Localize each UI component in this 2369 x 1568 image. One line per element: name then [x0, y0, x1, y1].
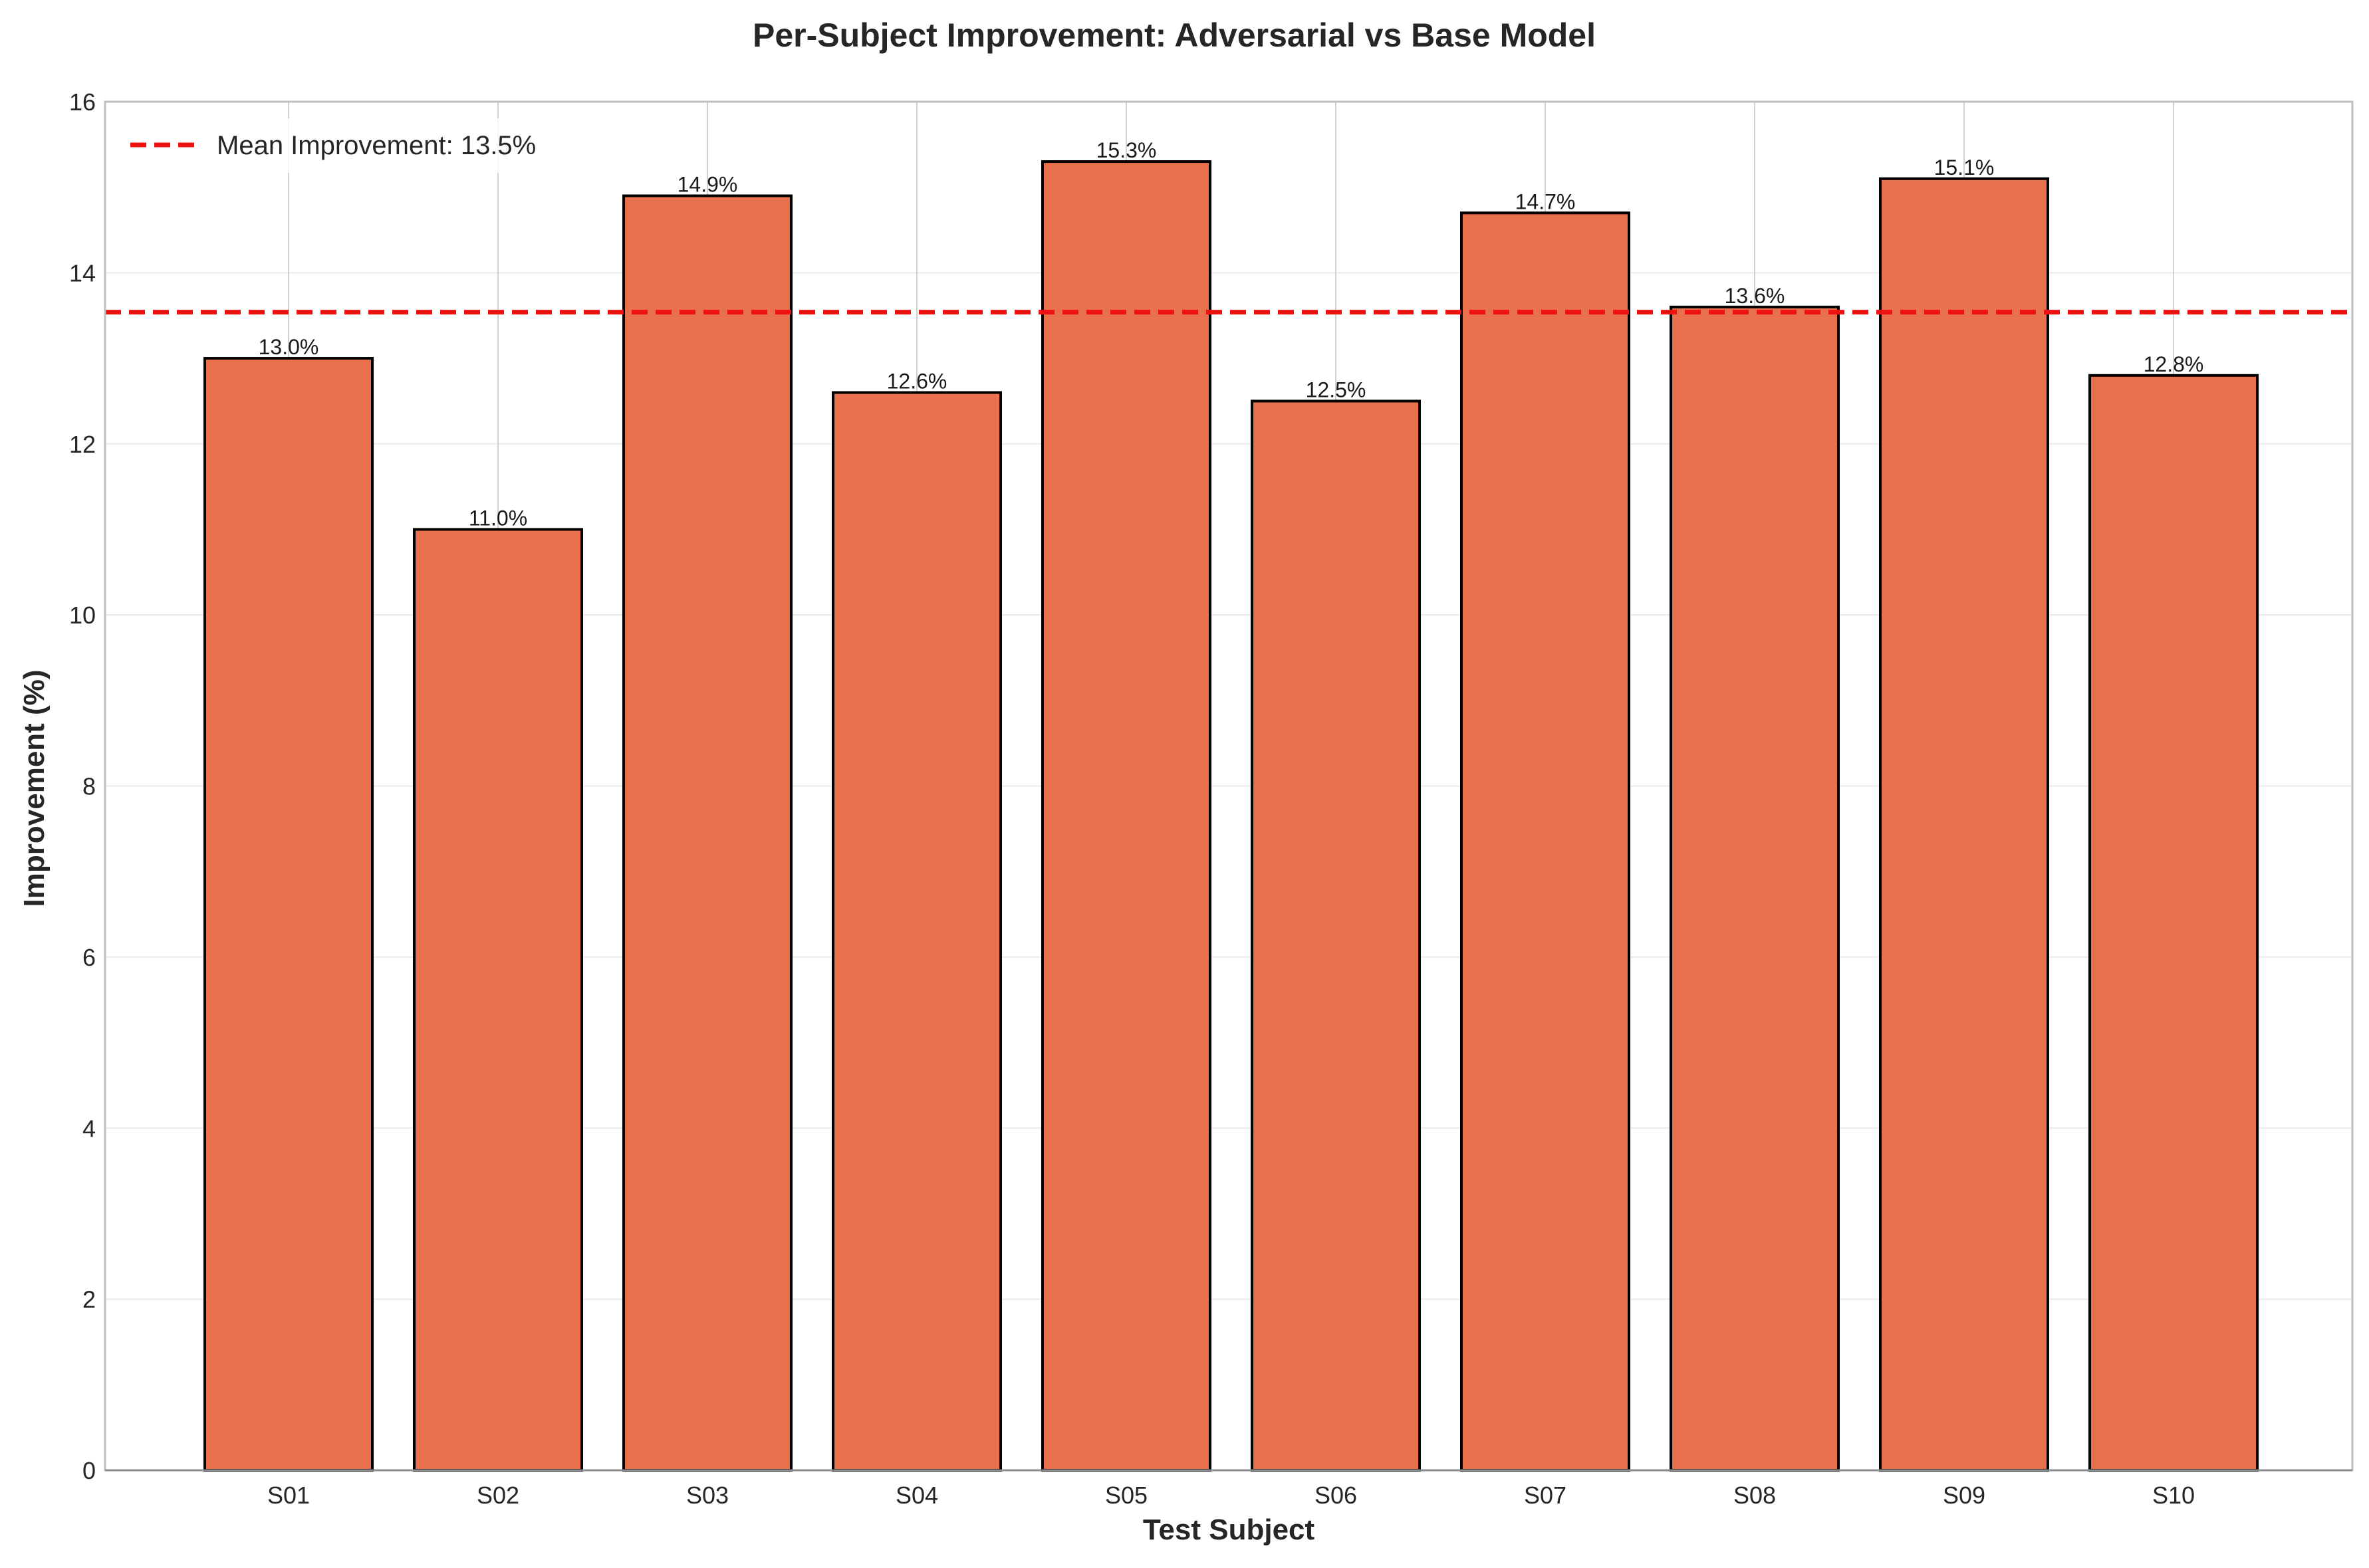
bar-s05 — [1041, 160, 1211, 1472]
y-tick-label: 2 — [82, 1286, 96, 1313]
y-tick-label: 6 — [82, 944, 96, 971]
y-tick-label: 0 — [82, 1457, 96, 1484]
x-tick-label: S06 — [1314, 1482, 1357, 1509]
x-tick-label: S04 — [896, 1482, 938, 1509]
x-tick-label: S01 — [267, 1482, 310, 1509]
data-label-s07: 14.7% — [1515, 189, 1576, 213]
legend: Mean Improvement: 13.5% — [117, 118, 622, 173]
x-tick-label: S03 — [686, 1482, 729, 1509]
y-axis-label: Improvement (%) — [18, 670, 51, 907]
data-label-s05: 15.3% — [1096, 138, 1157, 162]
legend-mean-label: Mean Improvement: 13.5% — [217, 131, 536, 160]
data-label-s10: 12.8% — [2144, 352, 2204, 376]
data-label-s04: 12.6% — [887, 370, 947, 393]
y-tick-label: 4 — [82, 1115, 96, 1142]
y-tick-label: 16 — [69, 88, 96, 116]
x-tick-label: S10 — [2152, 1482, 2195, 1509]
x-axis-label: Test Subject — [1143, 1513, 1315, 1546]
bar-s08 — [1670, 305, 1840, 1472]
y-tick-label: 10 — [69, 602, 96, 629]
bar-s04 — [832, 391, 1002, 1472]
y-tick-label: 12 — [69, 431, 96, 458]
data-label-s09: 15.1% — [1934, 156, 1995, 179]
data-label-s01: 13.0% — [259, 335, 319, 359]
data-labels: 13.0% 11.0% 14.9% 12.6% 15.3% 12.5% 14.7% 13.6%… — [259, 138, 2204, 530]
bar-s10 — [2088, 374, 2259, 1472]
tick-labels: 0 2 4 6 8 10 12 14 16 S01 S02 S03 S04 S05 S06 S07 S08 S09… — [69, 88, 2195, 1509]
y-tick-label: 8 — [82, 773, 96, 800]
bar-s06 — [1251, 399, 1421, 1472]
axes — [104, 100, 2354, 1472]
legend-background — [117, 118, 622, 173]
x-tick-label: S02 — [477, 1482, 519, 1509]
bar-s02 — [413, 528, 583, 1472]
y-tick-label: 14 — [69, 259, 96, 286]
bar-s03 — [622, 194, 793, 1472]
x-tick-label: S09 — [1943, 1482, 1985, 1509]
data-label-s02: 11.0% — [469, 506, 527, 530]
chart-title: Per-Subject Improvement: Adversarial vs … — [753, 17, 1596, 54]
data-label-s03: 14.9% — [678, 173, 738, 197]
data-label-s06: 12.5% — [1306, 378, 1366, 401]
x-tick-label: S07 — [1524, 1482, 1566, 1509]
x-tick-label: S08 — [1733, 1482, 1776, 1509]
bar-s09 — [1879, 177, 2049, 1472]
x-tick-label: S05 — [1105, 1482, 1148, 1509]
bar-s07 — [1460, 211, 1630, 1472]
data-label-s08: 13.6% — [1725, 284, 1785, 308]
bar-s01 — [203, 357, 374, 1472]
bars — [203, 160, 2259, 1472]
